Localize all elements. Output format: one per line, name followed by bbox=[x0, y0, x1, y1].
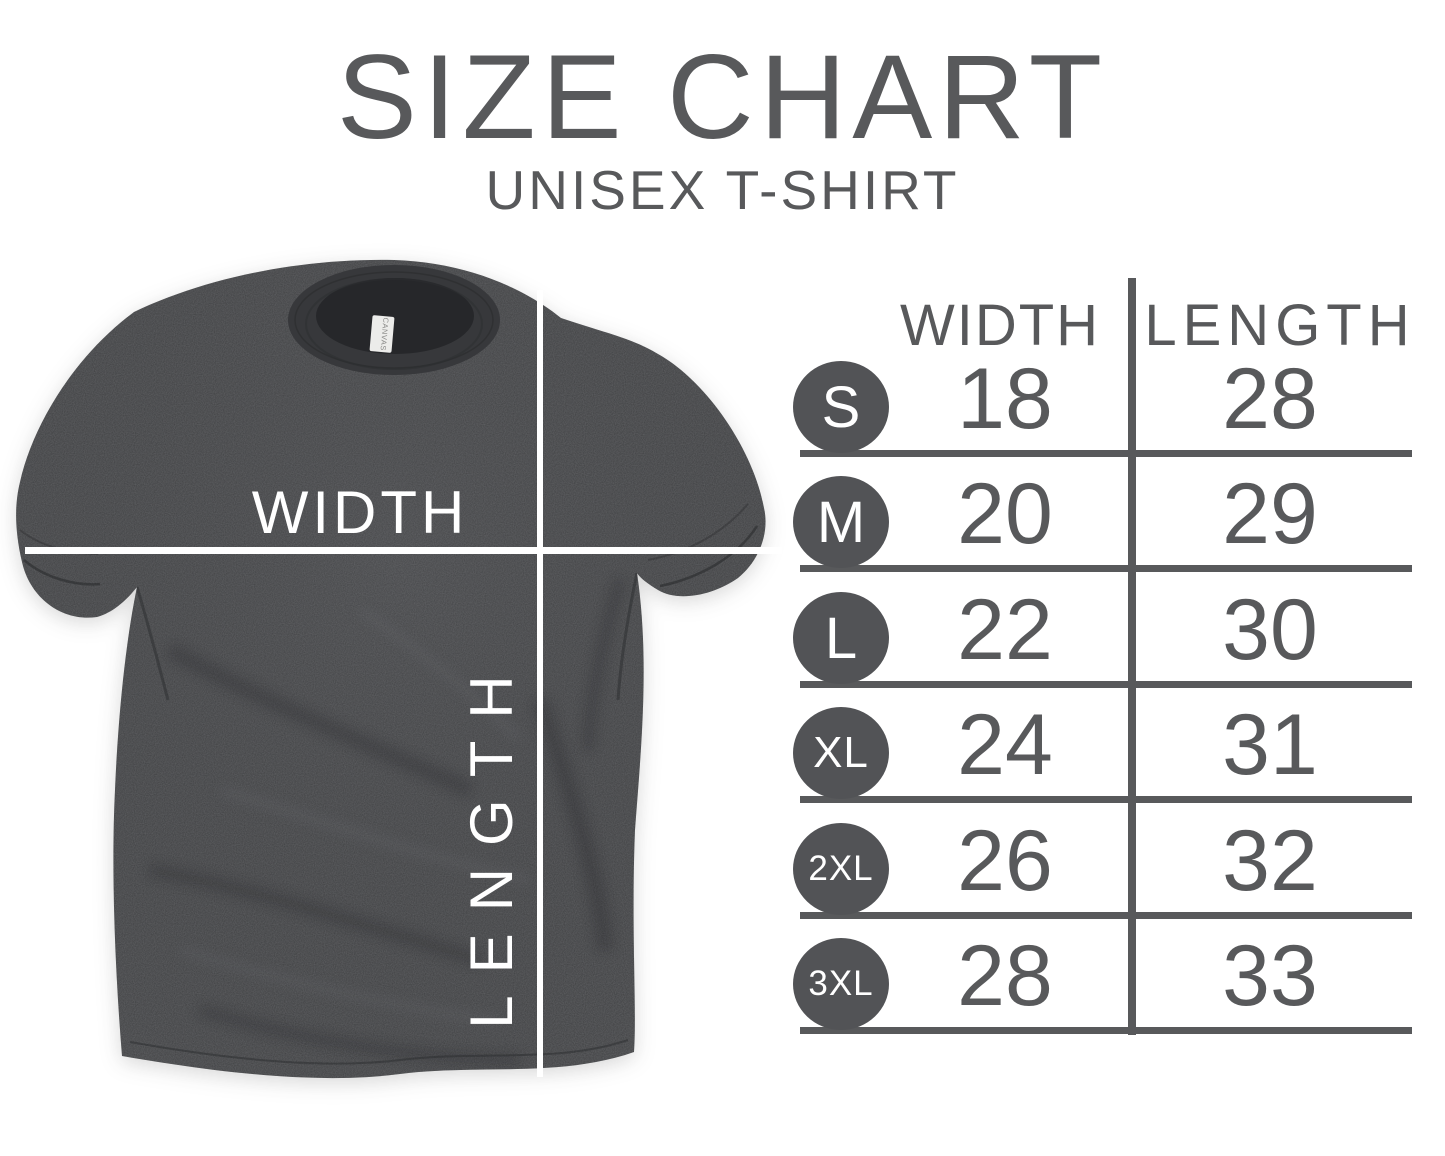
tshirt-photo: CANVAS bbox=[16, 259, 766, 1079]
length-value: 31 bbox=[1222, 697, 1318, 793]
table-row: S 18 28 bbox=[790, 341, 1412, 457]
length-value: 28 bbox=[1222, 351, 1318, 447]
size-badge-m: M bbox=[793, 476, 889, 568]
width-value: 22 bbox=[957, 582, 1053, 678]
column-header-width: WIDTH bbox=[899, 293, 1101, 358]
size-badge-3xl: 3XL bbox=[793, 938, 889, 1030]
length-value: 30 bbox=[1222, 582, 1318, 678]
row-underline bbox=[800, 681, 1412, 688]
collar-tag-text: CANVAS bbox=[379, 317, 391, 351]
shirt-width-label: WIDTH bbox=[251, 479, 469, 546]
wrinkles bbox=[19, 503, 759, 1065]
row-underline bbox=[800, 912, 1412, 919]
size-label: M bbox=[816, 489, 866, 555]
table-row: XL 24 31 bbox=[790, 687, 1412, 803]
page-title: SIZE CHART bbox=[336, 30, 1109, 164]
size-label: 3XL bbox=[808, 964, 874, 1003]
row-underline bbox=[800, 450, 1412, 457]
width-value: 26 bbox=[957, 813, 1053, 909]
table-column-divider bbox=[1128, 278, 1136, 1035]
length-value: 29 bbox=[1222, 466, 1318, 562]
length-value: 33 bbox=[1222, 928, 1318, 1024]
row-underline bbox=[800, 1027, 1412, 1034]
size-badge-2xl: 2XL bbox=[793, 823, 889, 915]
width-value: 24 bbox=[957, 697, 1053, 793]
length-measure-line bbox=[537, 290, 543, 1077]
column-header-length: LENGTH bbox=[1144, 293, 1416, 358]
page-subtitle: UNISEX T-SHIRT bbox=[485, 159, 960, 221]
width-value: 18 bbox=[957, 351, 1053, 447]
table-row: 2XL 26 32 bbox=[790, 803, 1412, 919]
size-label: XL bbox=[813, 728, 869, 777]
width-value: 28 bbox=[957, 928, 1053, 1024]
size-label: S bbox=[821, 374, 861, 440]
size-badge-s: S bbox=[793, 361, 889, 453]
row-underline bbox=[800, 796, 1412, 803]
size-label: 2XL bbox=[808, 849, 874, 888]
table-row: L 22 30 bbox=[790, 572, 1412, 688]
length-value: 32 bbox=[1222, 813, 1318, 909]
shirt-length-label: LENGTH bbox=[458, 653, 525, 1029]
width-measure-line bbox=[25, 547, 782, 554]
table-row: 3XL 28 33 bbox=[790, 918, 1412, 1034]
size-badge-xl: XL bbox=[793, 707, 889, 799]
table-row: M 20 29 bbox=[790, 456, 1412, 572]
size-badge-l: L bbox=[793, 592, 889, 684]
size-label: L bbox=[824, 605, 858, 671]
row-underline bbox=[800, 565, 1412, 572]
collar-tag: CANVAS bbox=[369, 315, 395, 353]
width-value: 20 bbox=[957, 466, 1053, 562]
